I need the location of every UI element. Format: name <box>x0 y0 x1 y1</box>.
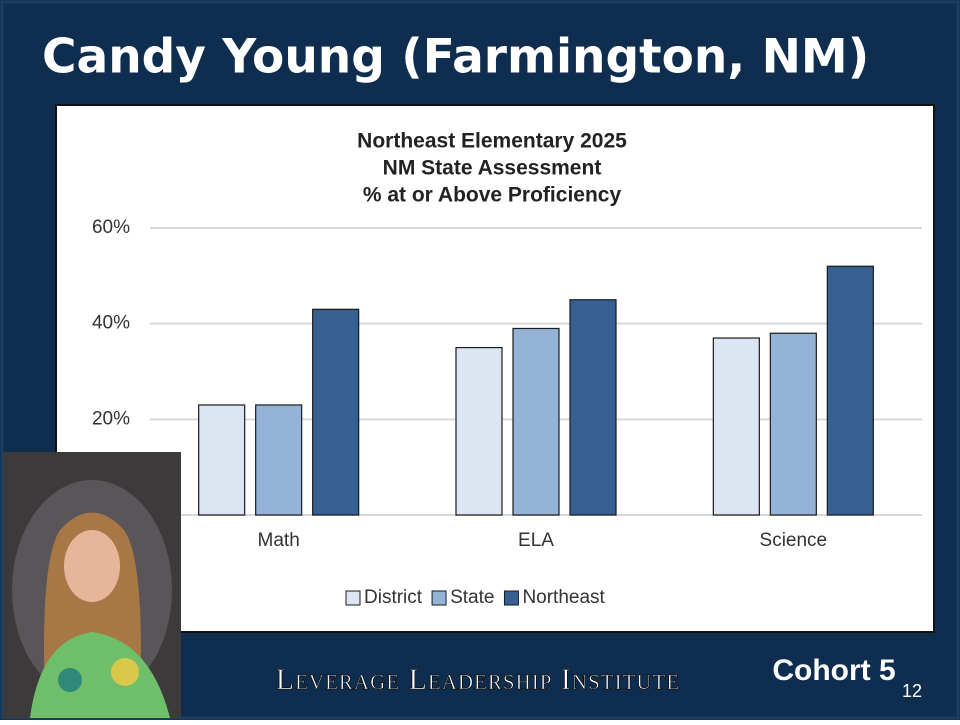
photo <box>3 452 181 718</box>
y-tick-label: 40% <box>92 313 130 334</box>
chart: Northeast Elementary 2025 NM State Assess… <box>92 130 922 608</box>
chart-title: Northeast Elementary 2025 <box>357 130 627 153</box>
bar <box>198 404 246 516</box>
photo-pattern <box>111 658 139 686</box>
legend-swatch <box>345 590 361 606</box>
legend-label: District <box>364 587 423 608</box>
bar <box>569 299 617 516</box>
footer-logo: Leverage Leadership Institute <box>276 663 680 696</box>
chart-title: NM State Assessment <box>383 157 602 180</box>
chart-title: % at or Above Proficiency <box>363 184 622 207</box>
page-number: 12 <box>902 681 922 701</box>
x-tick-label: Math <box>258 530 300 551</box>
bar <box>255 404 303 516</box>
legend-swatch <box>431 590 447 606</box>
legend-swatch <box>503 590 519 606</box>
bar <box>769 332 817 516</box>
x-tick-label: Science <box>760 530 828 551</box>
x-tick-label: ELA <box>518 530 554 551</box>
bar <box>712 337 760 516</box>
bar <box>826 265 874 516</box>
photo-pattern <box>58 668 82 692</box>
bar <box>312 308 360 516</box>
cohort-label: Cohort 5 <box>772 654 895 687</box>
y-tick-label: 20% <box>92 408 130 429</box>
bar <box>512 327 560 516</box>
photo-face <box>64 530 120 602</box>
bar <box>455 346 503 516</box>
slide-title: Candy Young (Farmington, NM) <box>42 30 869 85</box>
legend-label: Northeast <box>522 587 605 608</box>
y-tick-label: 60% <box>92 217 130 238</box>
legend-label: State <box>450 587 494 608</box>
photo-shirt <box>30 632 170 718</box>
